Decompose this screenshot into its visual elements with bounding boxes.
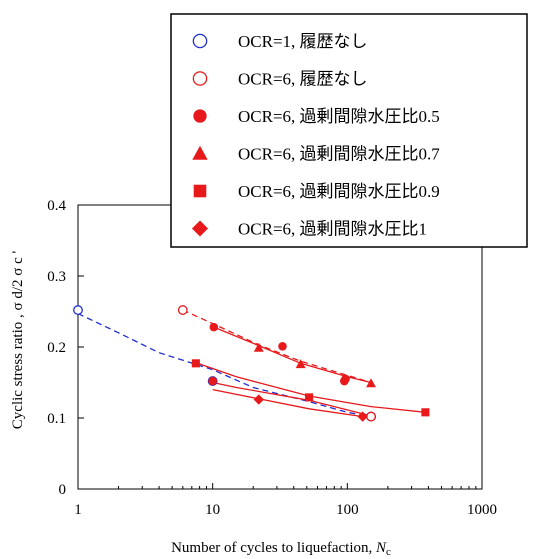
y-tick-label: 0 <box>59 482 67 498</box>
data-point <box>253 342 264 352</box>
data-point <box>295 359 306 369</box>
fit-curve <box>77 313 372 418</box>
legend-label: OCR=6, 過剰間隙水圧比1 <box>238 220 427 239</box>
data-point <box>177 305 188 316</box>
data-point <box>278 342 287 351</box>
axis-ticks: 1 10 100 1000 0 0.1 0.2 0.3 0.4 <box>47 198 497 518</box>
data-point <box>357 411 368 422</box>
legend-label: OCR=6, 過剰間隙水圧比0.9 <box>238 182 440 201</box>
data-point <box>208 376 217 386</box>
legend-label: OCR=6, 過剰間隙水圧比0.7 <box>238 145 440 164</box>
legend-marker <box>191 220 209 237</box>
legend-marker <box>193 184 207 198</box>
legend-marker <box>193 109 207 123</box>
data-point <box>421 408 430 417</box>
y-tick-label: 0.1 <box>47 411 66 427</box>
fit-curves <box>77 309 426 418</box>
fit-curve <box>182 309 372 384</box>
data-point <box>366 411 376 422</box>
x-tick-label: 1000 <box>467 502 497 518</box>
legend-marker <box>192 71 208 86</box>
legend: OCR=1, 履歴なし OCR=6, 履歴なし OCR=6, 過剰間隙水圧比0.5 O… <box>170 13 528 248</box>
legend-label: OCR=6, 過剰間隙水圧比0.5 <box>238 107 440 126</box>
x-axis-label: Number of cycles to liquefaction, Nc <box>171 540 391 558</box>
legend-box <box>170 13 528 248</box>
legend-marker <box>192 33 208 49</box>
fit-curve <box>212 381 372 418</box>
x-tick-label: 100 <box>336 502 359 518</box>
legend-marker <box>192 145 208 160</box>
x-tick-label: 10 <box>205 502 220 518</box>
fit-curve <box>195 361 426 413</box>
data-point <box>209 322 219 332</box>
legend-label: OCR=6, 履歴なし <box>238 70 368 89</box>
y-axis-label: Cyclic stress ratio , σ d/2 σ c ' <box>10 250 26 429</box>
data-point <box>366 378 376 388</box>
data-point <box>305 393 314 402</box>
data-point <box>191 359 200 368</box>
x-tick-label: 1 <box>74 502 82 518</box>
data-point <box>341 374 350 384</box>
data-point <box>73 305 83 316</box>
data-markers <box>73 305 430 422</box>
y-tick-label: 0.4 <box>47 198 66 214</box>
y-tick-label: 0.2 <box>47 340 66 356</box>
y-tick-label: 0.3 <box>47 269 66 285</box>
legend-label: OCR=1, 履歴なし <box>238 32 368 51</box>
data-point <box>253 394 264 405</box>
